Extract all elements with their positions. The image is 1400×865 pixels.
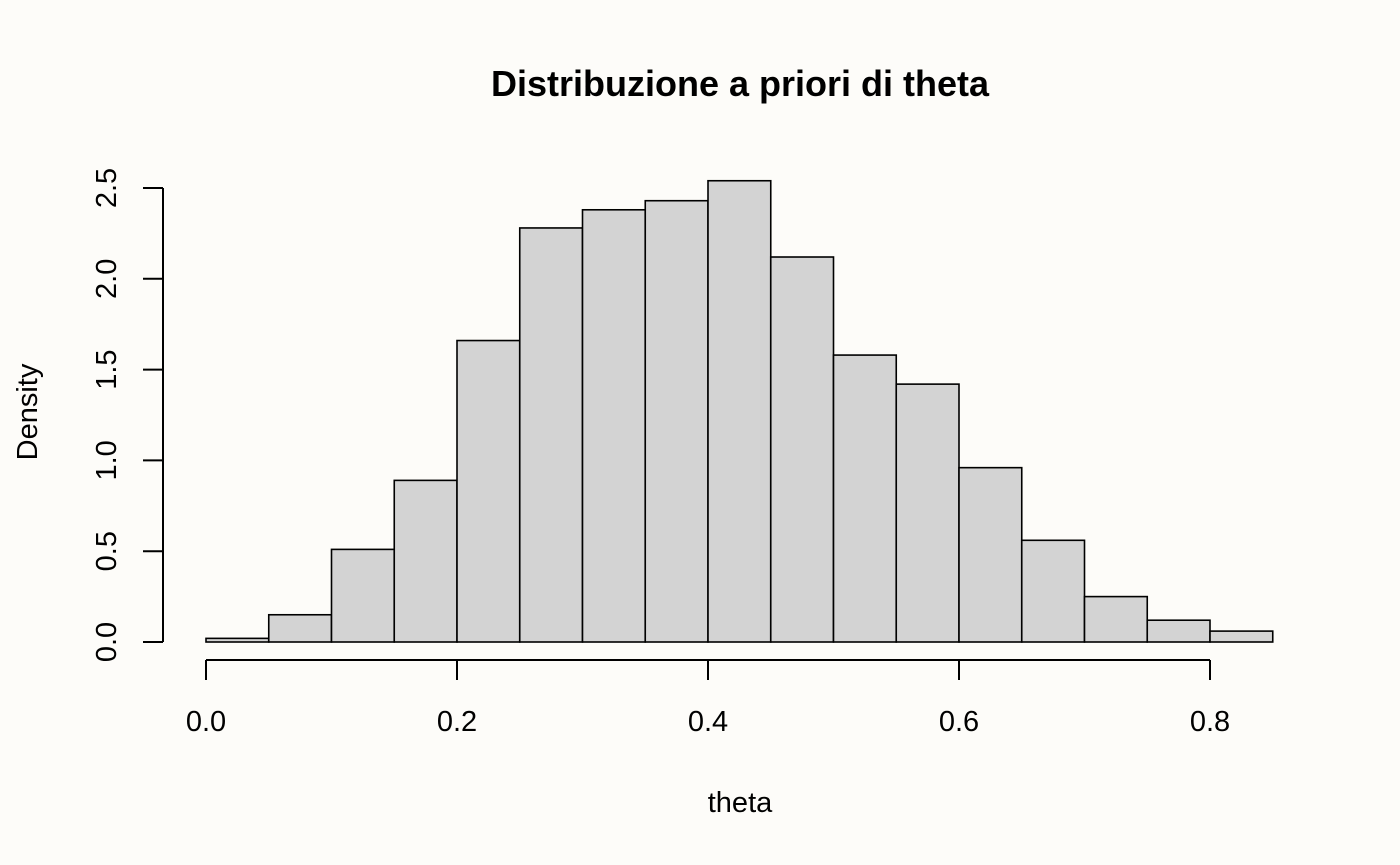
- y-tick-label: 0.5: [91, 531, 123, 571]
- y-tick-label: 0.0: [91, 622, 123, 662]
- histogram-bar: [832, 354, 898, 643]
- histogram-bars: [205, 179, 1274, 643]
- x-tick-label: 0.6: [939, 706, 979, 738]
- histogram-bar: [330, 548, 396, 643]
- y-tick-label: 2.5: [91, 168, 123, 208]
- y-axis-label: Density: [12, 363, 44, 460]
- y-tick-label: 1.5: [91, 349, 123, 389]
- histogram-bar: [205, 637, 270, 643]
- histogram-bar: [267, 613, 333, 643]
- histogram-bar: [456, 339, 521, 643]
- y-axis: 0.0 0.5 1.0 1.5 2.0 2.5: [91, 168, 164, 662]
- histogram-bar: [1020, 539, 1086, 643]
- histogram-bar: [1146, 619, 1211, 643]
- histogram-bar: [1209, 630, 1274, 643]
- x-tick-label: 0.0: [186, 706, 226, 738]
- histogram-bar: [769, 256, 835, 643]
- x-tick-label: 0.8: [1190, 706, 1230, 738]
- histogram-bar: [518, 227, 584, 643]
- histogram-bar: [958, 466, 1023, 643]
- histogram-bar: [644, 199, 709, 643]
- x-axis: 0.0 0.2 0.4 0.6 0.8: [186, 659, 1230, 738]
- x-tick-label: 0.4: [688, 706, 728, 738]
- y-tick-label: 2.0: [91, 259, 123, 299]
- x-axis-label: theta: [708, 787, 773, 819]
- x-tick-label: 0.2: [437, 706, 477, 738]
- y-tick-label: 1.0: [91, 440, 123, 480]
- chart-title: Distribuzione a priori di theta: [491, 63, 990, 104]
- histogram-bar: [1083, 595, 1149, 643]
- histogram-bar: [393, 479, 458, 643]
- histogram-bar: [707, 179, 772, 643]
- histogram-bar: [895, 383, 960, 643]
- histogram-bar: [581, 208, 647, 643]
